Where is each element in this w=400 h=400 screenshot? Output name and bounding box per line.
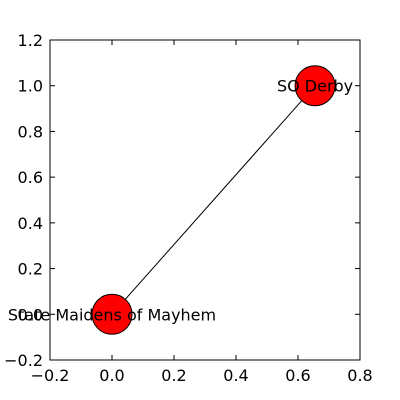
node-label: SO Derby bbox=[277, 77, 353, 96]
y-tick-label: 0.4 bbox=[18, 214, 43, 233]
y-tick-label: −0.2 bbox=[4, 351, 43, 370]
y-tick-label: 0.0 bbox=[18, 305, 43, 324]
y-tick-label: 0.2 bbox=[18, 260, 43, 279]
y-tick-label: 1.2 bbox=[18, 31, 43, 50]
x-tick-label: 0.0 bbox=[99, 366, 124, 385]
y-tick-label: 0.6 bbox=[18, 168, 43, 187]
x-tick-label: 0.8 bbox=[347, 366, 372, 385]
y-tick-label: 1.0 bbox=[18, 77, 43, 96]
x-tick-label: 0.4 bbox=[223, 366, 248, 385]
y-tick-label: 0.8 bbox=[18, 122, 43, 141]
x-tick-label: 0.2 bbox=[161, 366, 186, 385]
x-tick-label: 0.6 bbox=[285, 366, 310, 385]
